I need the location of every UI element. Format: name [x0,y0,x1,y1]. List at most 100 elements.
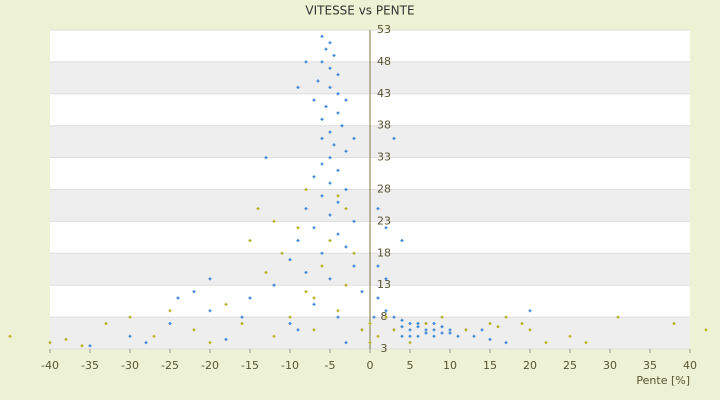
point [256,207,260,211]
point [352,264,356,268]
point [568,334,572,338]
point [384,315,388,319]
point [448,328,452,332]
point [128,334,132,338]
point [424,321,428,325]
point [544,341,548,345]
x-tick-label: 10 [443,359,457,372]
point [344,98,348,102]
point [48,341,52,345]
point [528,309,532,313]
point [168,309,172,313]
point [440,331,444,335]
point [376,334,380,338]
point [368,341,372,345]
point [416,325,420,329]
point [336,315,340,319]
point [360,328,364,332]
point [280,251,284,255]
y-tick-label: 38 [377,119,391,132]
point [288,258,292,262]
point [408,341,412,345]
point [352,219,356,223]
point [336,232,340,236]
point [296,226,300,230]
x-tick-label: 20 [523,359,537,372]
x-tick-label: 15 [483,359,497,372]
point [340,124,344,128]
point [400,318,404,322]
point [152,334,156,338]
point [320,251,324,255]
point [328,277,332,281]
point [424,328,428,332]
point [328,85,332,89]
x-tick-label: -25 [161,359,179,372]
point [288,321,292,325]
point [672,321,676,325]
point [704,328,708,332]
point [320,136,324,140]
point [304,60,308,64]
point [296,328,300,332]
point [384,226,388,230]
point [312,175,316,179]
point [328,213,332,217]
point [400,239,404,243]
y-tick-label: 13 [377,278,391,291]
point [272,283,276,287]
point [504,315,508,319]
point [208,341,212,345]
point [344,341,348,345]
x-tick-label: 25 [563,359,577,372]
point [324,47,328,51]
point [432,328,436,332]
point [332,54,336,58]
x-axis-label: Pente [%] [636,374,690,387]
point [336,111,340,115]
point [584,341,588,345]
point [372,315,376,319]
point [304,207,308,211]
point [504,341,508,345]
point [384,277,388,281]
point [272,219,276,223]
point [192,290,196,294]
point [328,41,332,45]
point [376,296,380,300]
point [328,239,332,243]
point [360,290,364,294]
x-tick-label: -30 [121,359,139,372]
x-tick-label: -5 [325,359,336,372]
point [408,334,412,338]
point [304,290,308,294]
point [408,328,412,332]
y-tick-label: 43 [377,87,391,100]
point [376,207,380,211]
point [80,344,84,348]
point [128,315,132,319]
point [264,270,268,274]
point [528,328,532,332]
point [248,239,252,243]
point [240,321,244,325]
y-tick-label: 18 [377,246,391,259]
point [328,181,332,185]
point [448,331,452,335]
point [344,283,348,287]
chart-title: VITESSE vs PENTE [305,4,414,18]
point [316,79,320,83]
x-tick-label: -15 [241,359,259,372]
point [192,328,196,332]
point [312,98,316,102]
point [296,85,300,89]
point [344,207,348,211]
point [440,325,444,329]
point [472,334,476,338]
point [352,136,356,140]
point [344,188,348,191]
point [416,321,420,325]
point [320,60,324,64]
point [520,321,524,325]
